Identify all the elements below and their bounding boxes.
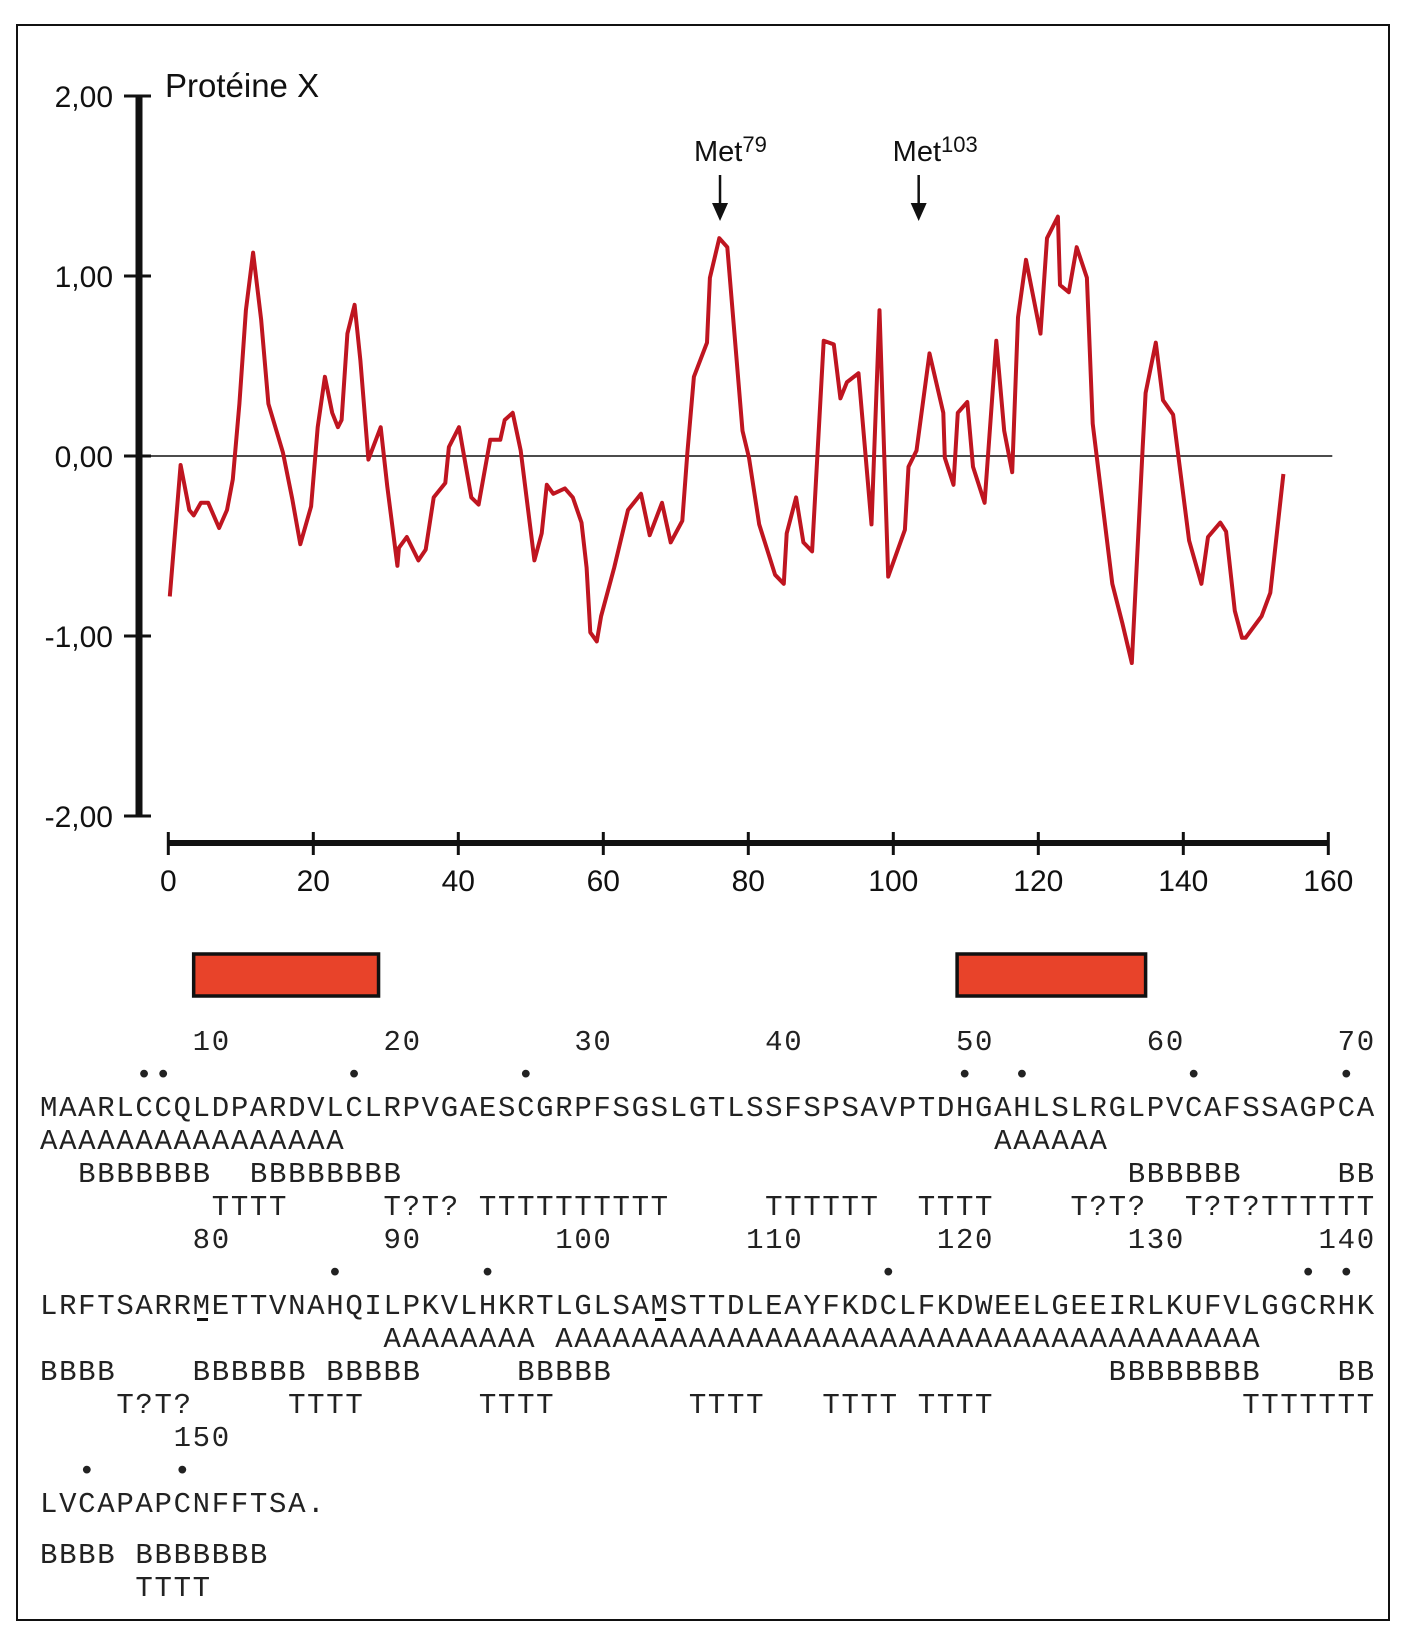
residue-number-ruler: 10 20 30 40 50 60 70 bbox=[40, 1025, 1376, 1059]
cysteine-histidine-markers: • • • • • bbox=[40, 1256, 1357, 1290]
x-tick-label: 60 bbox=[587, 865, 620, 898]
annotation-label-text: Met bbox=[694, 136, 742, 168]
sheet-prediction-row: BBBB BBBBBBB bbox=[40, 1538, 269, 1572]
annotations: Met79 Met103 bbox=[694, 132, 978, 221]
x-tick-label: 0 bbox=[160, 865, 177, 898]
cysteine-histidine-markers: •• • • • • • • bbox=[40, 1058, 1357, 1092]
turn-prediction-row: TTTT bbox=[40, 1571, 212, 1605]
x-axis: 0 20 40 60 80 100 120 140 160 bbox=[160, 832, 1353, 898]
hydropathy-chart: 2,00 1,00 0,00 -1,00 -2,00 0 20 40 60 80 100 120 14… bbox=[45, 67, 1353, 998]
region-markers bbox=[191, 952, 1148, 998]
x-tick-label: 20 bbox=[297, 865, 330, 898]
residue-number-ruler: 80 90 100 110 120 130 140 bbox=[40, 1223, 1376, 1257]
arrow-down-icon bbox=[712, 203, 729, 221]
y-tick-label: -2,00 bbox=[45, 801, 113, 834]
x-tick-label: 120 bbox=[1013, 865, 1063, 898]
sequence-residues: MAARLCCQLDPARDVLCLRPVGAESCGRPFSGSLGTLSSF… bbox=[40, 1091, 1376, 1125]
chart-title: Protéine X bbox=[165, 67, 319, 104]
annotation-label-text: Met bbox=[893, 136, 941, 168]
y-tick-label: 0,00 bbox=[55, 441, 113, 474]
sequence-residues: LVCAPAPCNFFTSA. bbox=[40, 1487, 327, 1521]
series-line-proteine-x bbox=[167, 214, 1286, 665]
x-tick-label: 140 bbox=[1158, 865, 1208, 898]
y-tick-label: 2,00 bbox=[55, 81, 113, 114]
highlighted-residue-underline bbox=[654, 1318, 666, 1321]
helix-prediction-row: AAAAAAAA AAAAAAAAAAAAAAAAAAAAAAAAAAAAAAA… bbox=[40, 1322, 1262, 1356]
sheet-prediction-row: BBBBBBB BBBBBBBB BBBBBB BB bbox=[40, 1157, 1376, 1191]
sequence-residues: LRFTSARRMETTVNAHQILPKVLHKRTLGLSAMSTTDLEA… bbox=[40, 1289, 1376, 1323]
cysteine-histidine-markers: • • bbox=[40, 1454, 193, 1488]
turn-prediction-row: T?T? TTTT TTTT TTTT TTTT TTTT TTTTTTT bbox=[40, 1388, 1376, 1422]
x-tick-label: 40 bbox=[442, 865, 475, 898]
x-tick-label: 160 bbox=[1303, 865, 1353, 898]
region-bar bbox=[191, 952, 381, 998]
x-tick-label: 80 bbox=[732, 865, 765, 898]
helix-prediction-row: AAAAAAAAAAAAAAAA AAAAAA bbox=[40, 1124, 1109, 1158]
sheet-prediction-row: BBBB BBBBBB BBBBB BBBBB BBBBBBBB BB bbox=[40, 1355, 1376, 1389]
region-bar bbox=[955, 952, 1148, 998]
annotation-label-met79: Met79 bbox=[694, 132, 767, 168]
turn-prediction-row: TTTT T?T? TTTTTTTTTT TTTTTT TTTT T?T? T?… bbox=[40, 1190, 1376, 1224]
annotation-label-met103: Met103 bbox=[893, 132, 978, 168]
residue-number-ruler: 150 bbox=[40, 1421, 231, 1455]
y-tick-label: 1,00 bbox=[55, 261, 113, 294]
annotation-superscript: 103 bbox=[941, 132, 978, 157]
annotation-superscript: 79 bbox=[742, 132, 766, 157]
figure-frame bbox=[16, 24, 1390, 1621]
y-tick-label: -1,00 bbox=[45, 621, 113, 654]
y-axis: 2,00 1,00 0,00 -1,00 -2,00 bbox=[45, 81, 151, 834]
highlighted-residue-underline bbox=[196, 1318, 208, 1321]
arrow-down-icon bbox=[910, 203, 927, 221]
x-tick-label: 100 bbox=[868, 865, 918, 898]
